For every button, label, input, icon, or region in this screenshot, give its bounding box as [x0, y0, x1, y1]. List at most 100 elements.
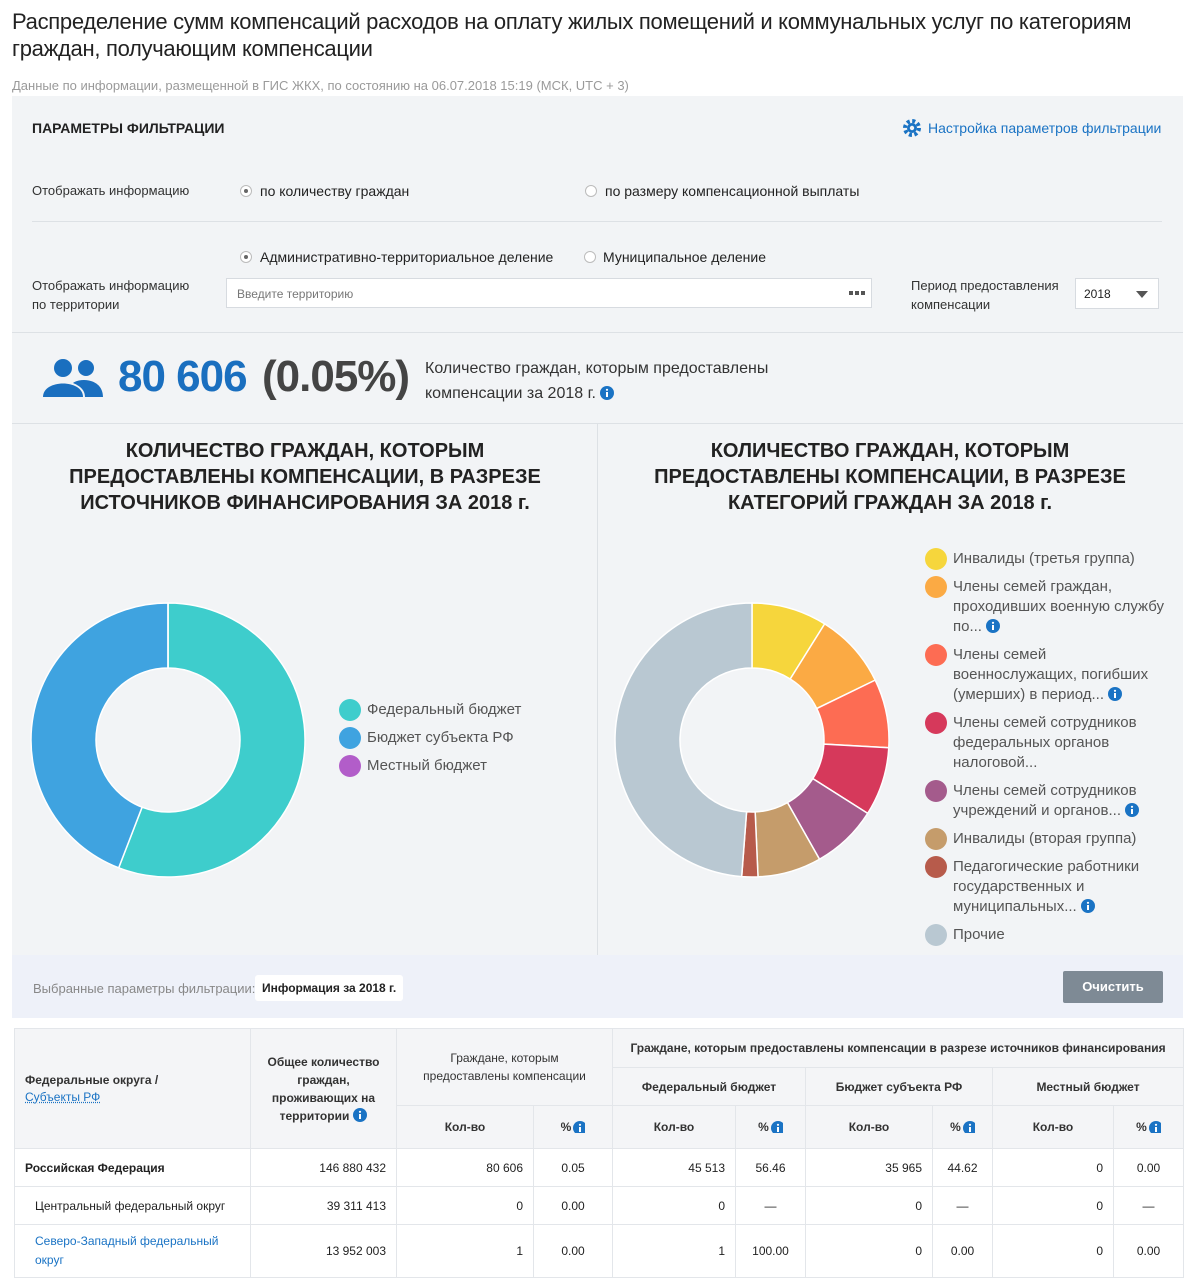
display-label: Отображать информацию [32, 183, 190, 198]
option-label[interactable]: по размеру компенсационной выплаты [605, 183, 860, 199]
legend-item: Прочие [925, 924, 1165, 946]
info-icon [770, 1121, 785, 1135]
donut [614, 602, 890, 878]
legend-swatch [339, 699, 361, 721]
info-icon [573, 1121, 588, 1135]
table-cell: 0 [805, 1186, 933, 1225]
subjects-link[interactable]: Субъекты РФ [25, 1089, 101, 1104]
divider [32, 221, 1162, 222]
info-icon [1148, 1121, 1163, 1135]
legend-item: Местный бюджет [339, 755, 579, 777]
row-name[interactable]: Северо-Западный федеральный округ [14, 1224, 251, 1278]
legend-label: Прочие [953, 926, 1005, 943]
table-cell: 0.00 [932, 1224, 993, 1278]
legend-swatch [925, 924, 947, 946]
option-label[interactable]: по количеству граждан [260, 183, 410, 199]
table-row: Северо-Западный федеральный округ 13 952 … [14, 1224, 1185, 1278]
table-cell: 0 [992, 1224, 1114, 1278]
column-header: Кол-во [992, 1105, 1114, 1149]
legend-label: Члены семей сотрудников учреждений и орг… [953, 782, 1137, 819]
radio[interactable] [585, 185, 597, 197]
column-header: Федеральные округа / [25, 1072, 159, 1087]
donut [30, 602, 306, 878]
column-header: % [932, 1105, 993, 1149]
column-header: Бюджет субъекта РФ [805, 1067, 993, 1106]
radio[interactable] [584, 251, 596, 263]
summary-percent: (0.05%) [262, 352, 410, 401]
selected-filters [12, 955, 1183, 1018]
column-header-text: Граждане, которым предоставлены компенса… [630, 1041, 1166, 1055]
territory-input[interactable]: Введите территорию [226, 278, 872, 308]
period-select[interactable]: 2018 [1075, 278, 1159, 309]
gear-icon[interactable] [902, 118, 922, 138]
column-header: Местный бюджет [991, 1067, 1185, 1106]
info-bar [359, 1113, 362, 1119]
column-header-text: Бюджет субъекта РФ [835, 1079, 963, 1094]
radio[interactable] [240, 251, 252, 263]
column-header: Общее количество граждан, проживающих на… [250, 1028, 397, 1149]
table-cell: 1 [396, 1224, 534, 1278]
legend-label: Бюджет субъекта РФ [367, 729, 514, 746]
legend-item: Члены семей сотрудников учреждений и орг… [925, 780, 1165, 821]
column-header: Кол-во [805, 1105, 933, 1149]
info-dot [968, 1123, 971, 1126]
radio[interactable] [240, 185, 252, 197]
period-label: Период предоставления компенсации [911, 278, 1059, 312]
table-cell: 39 311 413 [250, 1186, 397, 1225]
legend-item: Члены семей граждан, проходивших военную… [925, 576, 1165, 637]
info-bar [1114, 693, 1116, 698]
filter-tag[interactable]: Информация за 2018 г. [255, 975, 404, 1001]
info-icon [1124, 803, 1139, 817]
option-label[interactable]: Муниципальное деление [603, 249, 767, 265]
table-cell: 146 880 432 [250, 1148, 397, 1187]
column-header: Кол-во [612, 1105, 736, 1149]
table-cell: 0.00 [533, 1186, 613, 1225]
selected-label: Выбранные параметры фильтрации: [33, 981, 256, 996]
filter-heading: ПАРАМЕТРЫ ФИЛЬТРАЦИИ [32, 120, 225, 136]
column-header: % [1112, 1105, 1185, 1149]
row-name: Российская Федерация [14, 1148, 251, 1187]
info-bar [776, 1127, 779, 1132]
divider [597, 424, 598, 955]
legend-label: Местный бюджет [367, 757, 487, 774]
data-table: Федеральные округа / Субъекты РФ Общее к… [14, 1028, 1185, 1278]
legend: Федеральный бюджет Бюджет субъекта РФ Мест… [339, 699, 579, 784]
table-cell: 1 [612, 1224, 736, 1278]
info-dot [1130, 805, 1134, 808]
legend-item: Члены семей военнослужащих, погибших (ум… [925, 644, 1165, 705]
donut-segment [117, 602, 306, 878]
legend-swatch [925, 712, 947, 734]
table-cell: 45 513 [612, 1148, 736, 1187]
table-row: Центральный федеральный округ 39 311 413 0… [14, 1186, 1185, 1225]
legend-label: Члены семей граждан, проходивших военную… [953, 578, 1165, 635]
column-header: Граждане, которым предоставлены компенса… [611, 1028, 1185, 1068]
clear-button[interactable]: Очистить [1063, 971, 1163, 1003]
legend: Инвалиды (третья группа) Члены семей граж… [925, 548, 1165, 953]
column-header-text: % [758, 1120, 769, 1134]
chart-title: КОЛИЧЕСТВО ГРАЖДАН, КОТОРЫМ ПРЕДОСТАВЛЕН… [654, 440, 1126, 514]
legend-label: Федеральный бюджет [367, 701, 522, 718]
table-cell: 0 [612, 1186, 736, 1225]
legend-swatch [925, 548, 947, 570]
table-cell: 0 [805, 1224, 933, 1278]
chart-title: КОЛИЧЕСТВО ГРАЖДАН, КОТОРЫМ ПРЕДОСТАВЛЕН… [69, 440, 541, 514]
dots-icon [849, 291, 865, 295]
option-label[interactable]: Административно-территориальное деление [260, 249, 554, 265]
table-cell: 0.00 [1112, 1224, 1185, 1278]
column-header: Кол-во [396, 1105, 534, 1149]
info-icon [1080, 899, 1095, 913]
settings-link[interactable]: Настройка параметров фильтрации [928, 120, 1162, 136]
table-cell: — [932, 1186, 993, 1225]
table-cell: — [735, 1186, 806, 1225]
legend-swatch [925, 856, 947, 878]
legend-swatch [925, 576, 947, 598]
info-bar [991, 625, 994, 630]
column-header-text: Общее количество граждан, проживающих на… [267, 1054, 380, 1123]
info-dot [991, 621, 995, 624]
placeholder: Введите территорию [237, 287, 354, 301]
table-row: Российская Федерация 146 880 432 80 606 0.0… [14, 1148, 1185, 1187]
table-cell: 0 [992, 1186, 1114, 1225]
column-header: % [533, 1105, 613, 1149]
legend-item: Федеральный бюджет [339, 699, 579, 721]
legend-swatch [925, 828, 947, 850]
